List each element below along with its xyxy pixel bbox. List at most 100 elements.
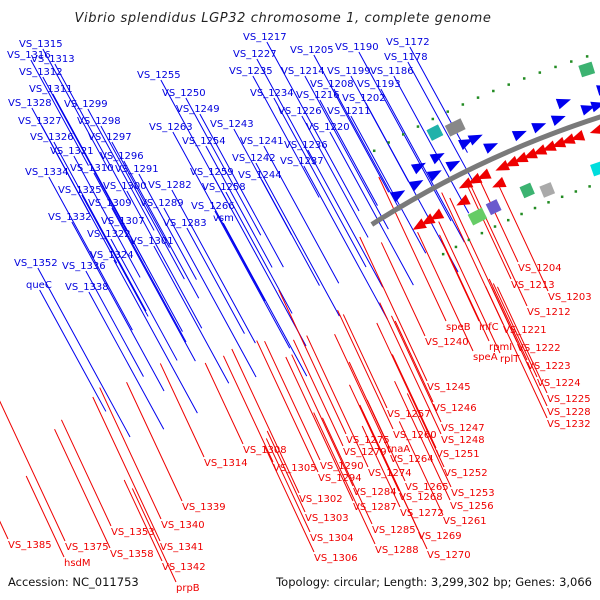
forward-label-connector [113,259,198,414]
forward-gene-label: VS_1226 [278,106,322,117]
forward-label-connector [409,46,468,153]
forward-label-connector [172,131,266,302]
reverse-gene-label: VS_1225 [547,394,591,405]
forward-label-connector [222,222,308,377]
forward-gene-label: VS_1243 [210,119,254,130]
reverse-gene-label: VS_1247 [441,423,485,434]
reverse-gene-label: rpmI [489,342,512,353]
reverse-label-connector [471,186,528,307]
forward-label-connector [213,176,307,347]
reverse-label-connector [496,286,548,394]
forward-gene-label: VS_1216 [296,90,340,101]
forward-gene-label: VS_1321 [50,146,94,157]
forward-gene-label: VS_1283 [163,218,207,229]
forward-gene-arrow [590,101,600,113]
reverse-gene-arrow [523,148,538,159]
forward-label-connector [252,75,320,198]
forward-gene-label: VS_1307 [101,216,145,227]
forward-gene-label: VS_1255 [137,70,181,81]
forward-gene-label: VS_1242 [232,153,276,164]
feature-block [578,61,596,78]
forward-label-connector [53,141,147,312]
reverse-gene-label: VS_1342 [162,562,206,573]
forward-label-connector [301,115,369,238]
reverse-label-connector [231,348,300,494]
reverse-gene-label: VS_1341 [160,542,204,553]
forward-gene-arrow [426,170,442,182]
feature-block [444,118,466,137]
forward-gene-label: VS_1250 [162,88,206,99]
reverse-label-connector [285,356,354,502]
summary-text: Topology: circular; Length: 3,299,302 bp… [275,575,592,589]
forward-label-connector [185,97,262,236]
reverse-gene-label: prpB [176,583,200,594]
map-title: Vibrio splendidus LGP32 chromosome 1, co… [75,11,492,26]
forward-label-connector [42,48,110,171]
forward-gene-arrow [410,162,426,175]
forward-gene-label: VS_1313 [31,54,75,65]
forward-label-connector [273,97,367,268]
reverse-label-connector [159,363,205,458]
forward-gene-label: VS_1259 [190,167,234,178]
marker-dot [454,245,458,249]
reverse-label-connector [376,322,445,468]
reverse-gene-arrow [456,194,471,206]
reverse-label-connector [342,314,388,409]
forward-gene-label: VS_1289 [140,198,184,209]
forward-gene-label: VS_1244 [238,170,282,181]
reverse-gene-label: VS_1287 [353,502,397,513]
reverse-gene-label: VS_1203 [548,292,592,303]
forward-gene-label: VS_1300 [103,181,147,192]
reverse-gene-label: VS_1257 [387,409,431,420]
reverse-label-connector [359,404,428,550]
reverse-gene-arrow [561,133,576,144]
marker-dot [492,89,495,93]
forward-label-connector [88,291,165,430]
reverse-gene-label: VS_1251 [436,449,480,460]
reverse-gene-label: VS_1308 [243,445,287,456]
reverse-label-connector [131,488,177,583]
reverse-gene-label: VS_1314 [204,458,248,469]
reverse-gene-arrow [504,155,520,167]
reverse-gene-label: VS_1221 [503,325,547,336]
forward-gene-label: VS_1254 [182,136,226,147]
marker-dot [554,65,557,69]
forward-gene-label: VS_1324 [90,250,134,261]
forward-label-connector [225,191,293,314]
marker-dot [431,117,435,121]
reverse-gene-label: VS_1339 [182,502,226,513]
forward-label-connector [319,99,378,206]
forward-gene-label: VS_1214 [281,66,325,77]
reverse-gene-label: VS_1268 [399,492,443,503]
forward-label-connector [110,238,178,361]
forward-gene-label: VS_1249 [176,104,220,115]
forward-gene-label: VS_1298 [77,116,121,127]
forward-gene-label: VS_1301 [130,236,174,247]
forward-gene-label: VS_1190 [335,42,379,53]
forward-gene-label: VS_1296 [100,151,144,162]
forward-label-connector [41,125,118,264]
reverse-gene-label: VS_1260 [393,430,437,441]
reverse-label-connector [306,335,369,468]
marker-dot [533,206,537,210]
feature-block [426,124,444,141]
forward-gene-label: VS_1352 [14,258,58,269]
reverse-label-connector [292,339,344,447]
reverse-gene-label: VS_1306 [314,553,358,564]
reverse-gene-arrow [421,213,436,225]
forward-label-connector [350,115,427,254]
reverse-gene-label: VS_1252 [444,468,488,479]
reverse-gene-label: VS_1358 [110,549,154,560]
reverse-gene-label: speB [446,322,471,333]
forward-gene-label: VS_1311 [29,84,73,95]
label-connectors [0,41,549,583]
reverse-gene-arrow [467,172,483,184]
reverse-label-connector [390,315,442,423]
reverse-gene-label: tnaA [387,444,410,455]
reverse-label-connector [394,320,434,403]
forward-gene-label: VS_1326 [30,132,74,143]
reverse-gene-arrow [492,176,507,188]
forward-gene-label: VS_1172 [386,37,430,48]
